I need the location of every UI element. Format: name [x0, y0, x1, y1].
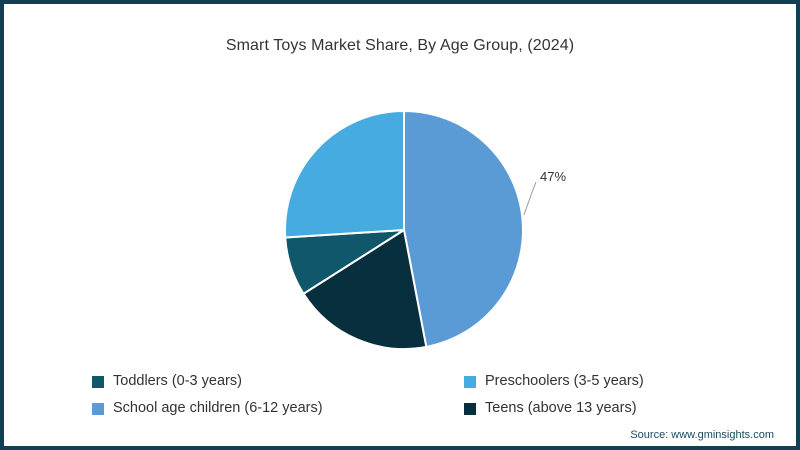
legend-label-preschoolers: Preschoolers (3-5 years)	[485, 373, 644, 389]
legend-swatch-toddlers-icon	[92, 375, 104, 388]
chart-title: Smart Toys Market Share, By Age Group, (…	[225, 37, 575, 54]
legend-item-school-age-children[interactable]: School age children (6-12 years)	[92, 399, 464, 418]
legend-swatch-school-age-children-icon	[92, 402, 104, 415]
legend-swatch-preschoolers-icon	[464, 375, 476, 388]
legend-item-toddlers[interactable]: Toddlers (0-3 years)	[92, 372, 464, 391]
source-credit: Source: www.gminsights.com	[630, 429, 774, 441]
legend-label-teens: Teens (above 13 years)	[485, 400, 637, 416]
legend-label-toddlers: Toddlers (0-3 years)	[113, 373, 242, 389]
pie-slices-group	[284, 110, 524, 350]
pie-slice-preschoolers[interactable]	[284, 110, 405, 239]
datalabel-47-percent: 47%	[540, 169, 566, 184]
legend-item-preschoolers[interactable]: Preschoolers (3-5 years)	[464, 372, 644, 391]
legend-label-school-age-children: School age children (6-12 years)	[113, 400, 323, 416]
legend-swatch-teens-icon	[464, 402, 476, 415]
pie-slice-teens[interactable]	[302, 229, 428, 350]
pie-slice-school-age-children[interactable]	[403, 110, 524, 348]
pie-chart-svg: 47%	[284, 110, 566, 350]
datalabel-connector-line	[523, 181, 537, 216]
chart-legend: Toddlers (0-3 years) Preschoolers (3-5 y…	[92, 372, 644, 418]
legend-item-teens[interactable]: Teens (above 13 years)	[464, 399, 644, 418]
